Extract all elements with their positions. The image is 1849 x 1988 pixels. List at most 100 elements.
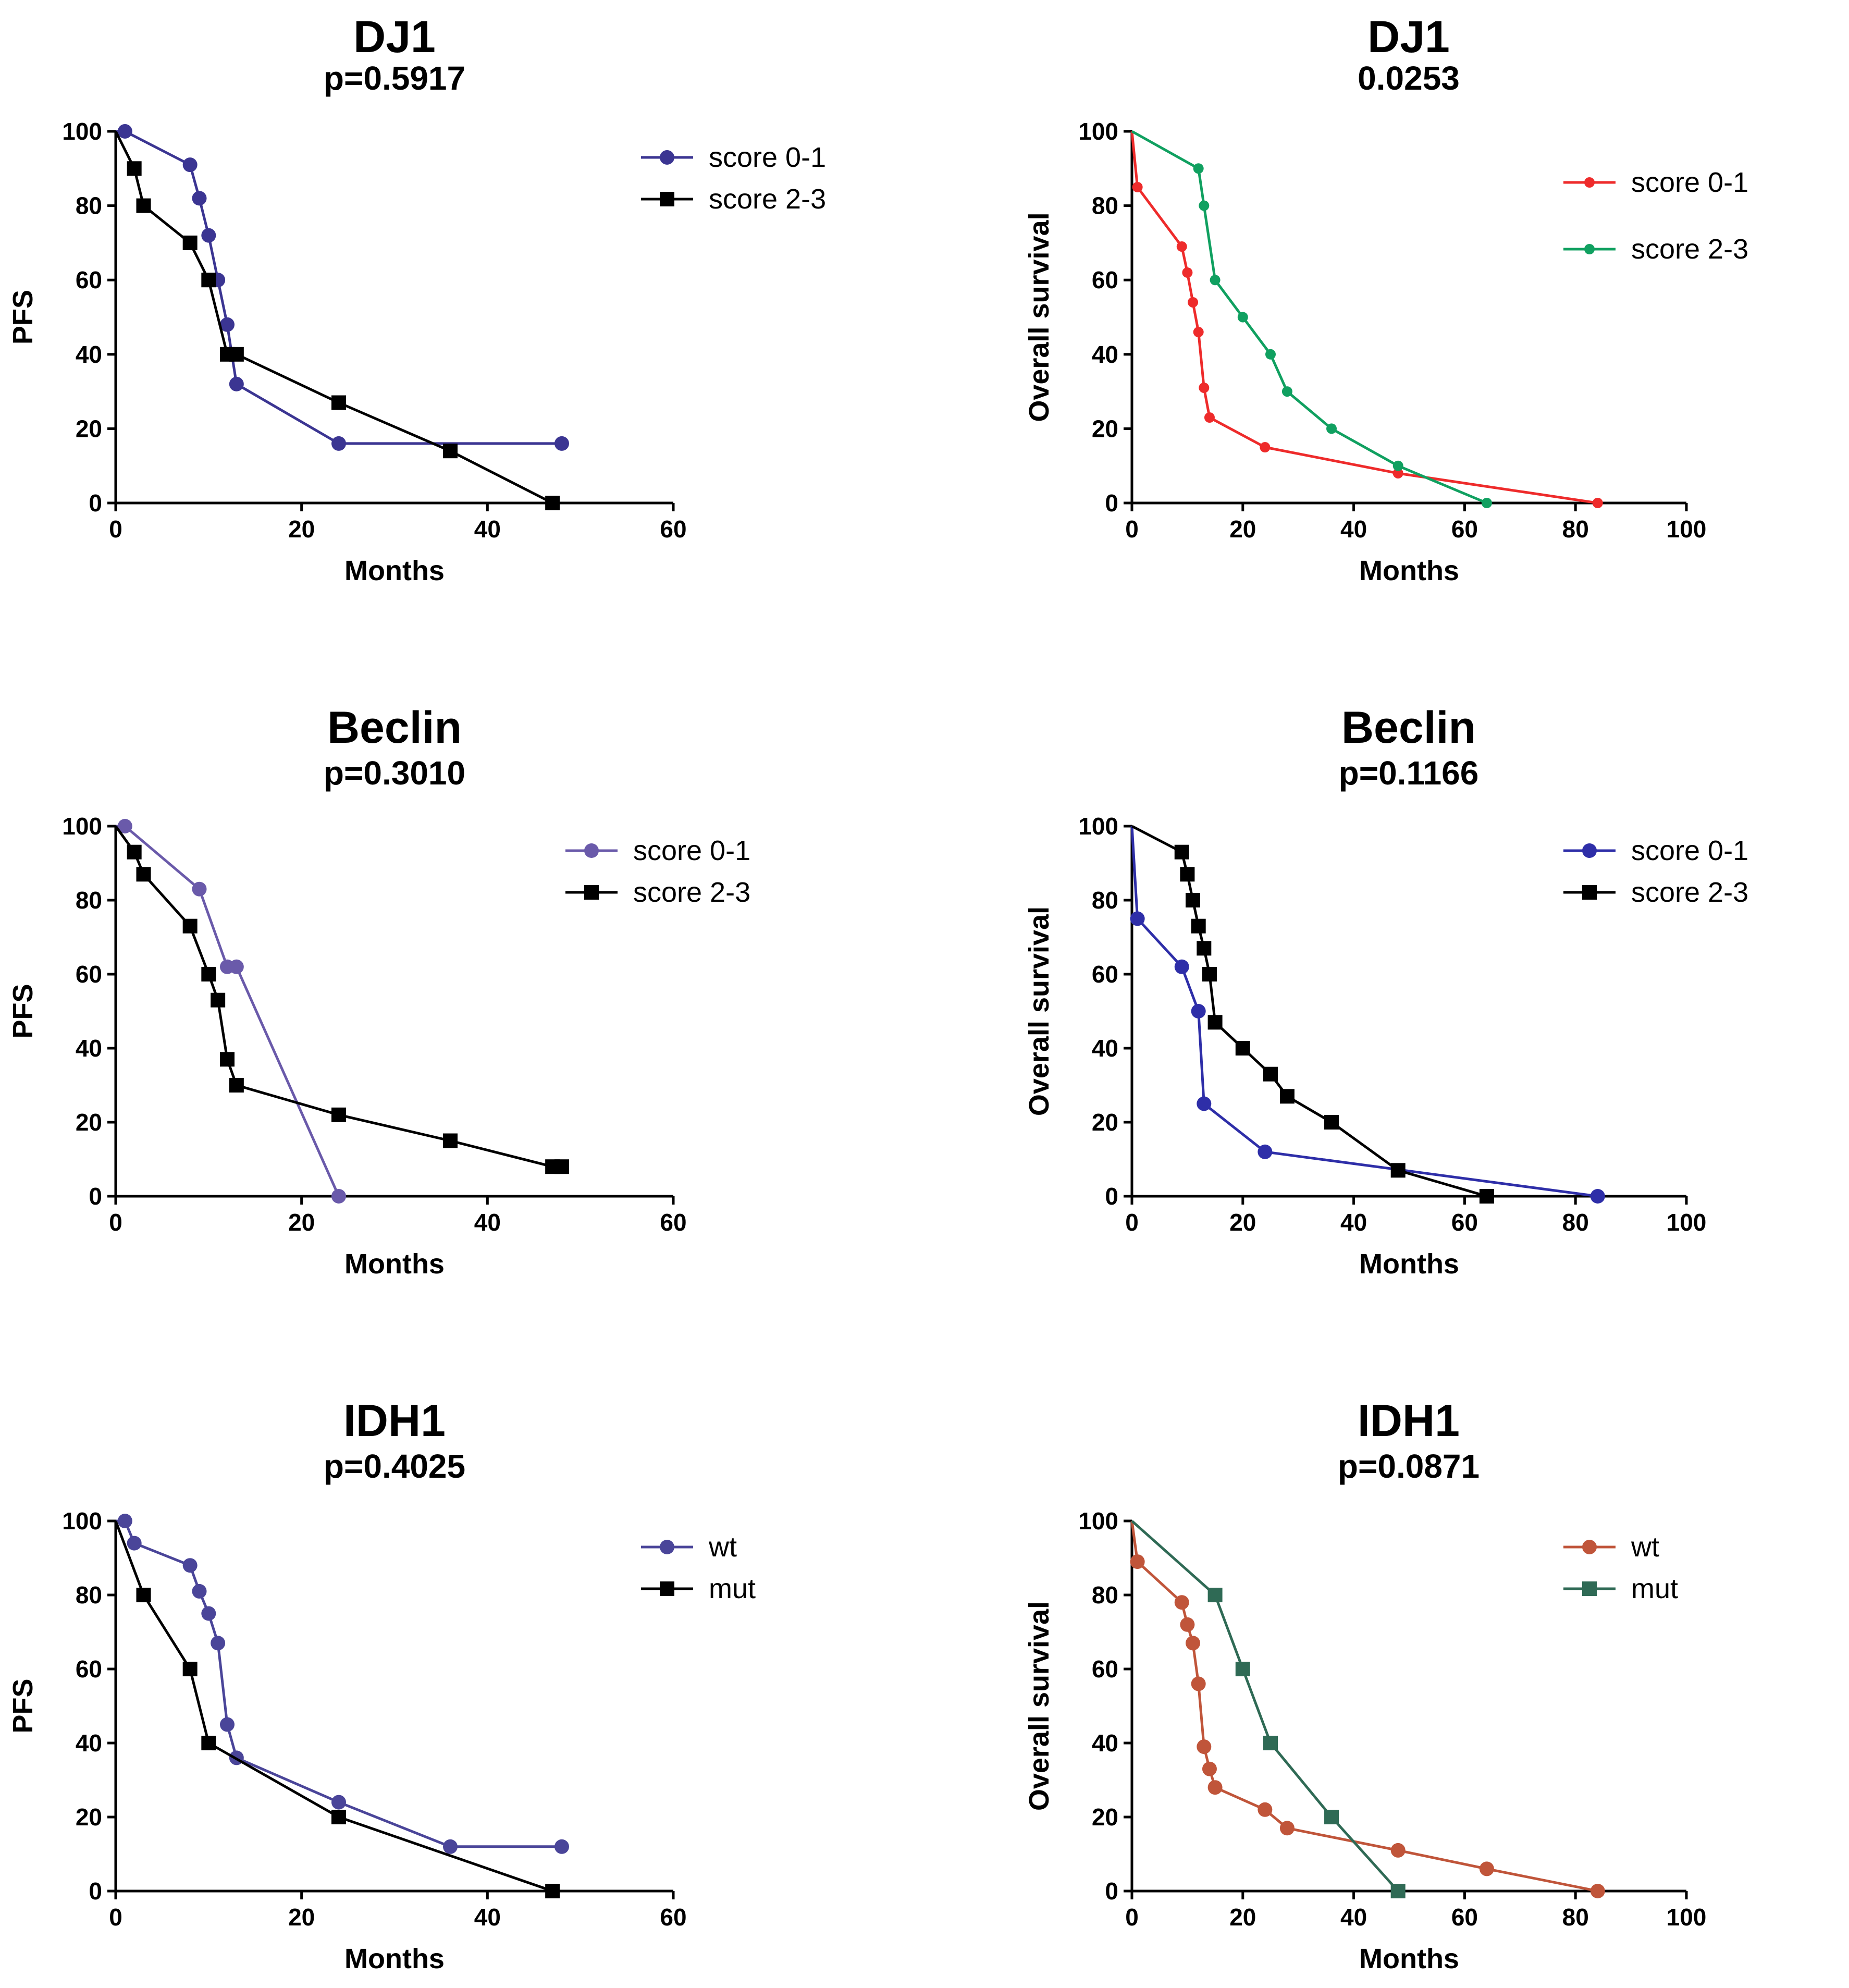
chart-p-value: 0.0253: [1358, 59, 1460, 97]
legend-item: score 2-3: [1563, 234, 1748, 265]
series-line: [1131, 825, 1487, 1198]
series-wt: [1130, 1520, 1605, 1898]
x-tick-label: 20: [288, 1904, 315, 1931]
data-point: [1235, 1041, 1250, 1056]
data-point: [1197, 1739, 1212, 1754]
y-tick-label: 80: [76, 1581, 102, 1609]
x-tick-label: 20: [1229, 516, 1256, 543]
y-tick-label: 0: [1105, 1877, 1118, 1905]
series-line: [1131, 1520, 1399, 1892]
data-point: [1260, 442, 1271, 453]
data-point: [1199, 200, 1210, 211]
data-point: [136, 867, 151, 882]
legend-marker: [1582, 885, 1597, 900]
y-tick-label: 40: [76, 341, 102, 368]
data-point: [1279, 1821, 1295, 1836]
data-point: [1191, 1004, 1206, 1018]
chart-p-value: p=0.3010: [324, 754, 465, 792]
data-point: [182, 1662, 198, 1676]
data-point: [545, 496, 560, 510]
y-tick-label: 40: [1092, 1729, 1118, 1757]
series-score-2-3: [1131, 825, 1494, 1204]
series-score-0-1: [116, 124, 569, 451]
legend-marker: [1582, 1540, 1597, 1554]
series-line: [114, 1520, 553, 1893]
legend-label: wt: [1631, 1531, 1659, 1563]
x-tick-label: 100: [1667, 1209, 1707, 1236]
x-tick-label: 0: [1125, 516, 1139, 543]
data-point: [220, 317, 235, 332]
legend-label: score 0-1: [709, 142, 826, 173]
legend-label: wt: [708, 1531, 737, 1563]
data-point: [1590, 1884, 1605, 1898]
x-tick-label: 0: [1125, 1209, 1139, 1236]
data-point: [1235, 1662, 1250, 1676]
legend-item: score 2-3: [565, 877, 750, 908]
data-point: [554, 1159, 569, 1174]
x-tick-label: 60: [660, 1904, 686, 1931]
data-point: [1193, 163, 1204, 174]
data-point: [1279, 1089, 1295, 1104]
data-point: [1207, 1588, 1223, 1602]
data-point: [1191, 1676, 1206, 1691]
data-point: [220, 1052, 235, 1067]
legend-marker: [660, 1581, 674, 1596]
chart-p-value: p=0.0871: [1338, 1447, 1480, 1485]
chart-title: Beclin: [327, 703, 462, 753]
data-point: [201, 1606, 216, 1621]
data-point: [1202, 967, 1217, 981]
x-tick-label: 80: [1562, 1904, 1589, 1931]
legend-label: score 0-1: [1631, 835, 1748, 866]
data-point: [127, 1536, 142, 1551]
legend-label: score 0-1: [1631, 167, 1748, 198]
data-point: [182, 235, 198, 250]
data-point: [211, 992, 226, 1008]
data-point: [1210, 275, 1221, 286]
x-tick-label: 100: [1667, 516, 1707, 543]
legend-label: mut: [1631, 1573, 1678, 1604]
data-point: [117, 1514, 132, 1528]
x-tick-label: 80: [1562, 516, 1589, 543]
legend-marker: [1582, 1581, 1597, 1596]
legend-marker: [1584, 177, 1595, 188]
data-point: [229, 1078, 244, 1093]
data-point: [1197, 1096, 1212, 1111]
y-tick-label: 20: [76, 415, 102, 442]
data-point: [1265, 349, 1276, 360]
x-tick-label: 0: [109, 1904, 122, 1931]
y-tick-label: 80: [1092, 887, 1118, 914]
data-point: [1592, 498, 1603, 508]
data-point: [1481, 498, 1492, 508]
y-tick-label: 60: [76, 1655, 102, 1683]
series-mut: [114, 1520, 560, 1898]
data-point: [1281, 386, 1292, 397]
x-tick-label: 60: [1451, 1209, 1478, 1236]
data-point: [192, 191, 207, 206]
data-point: [331, 1795, 346, 1810]
chart-title: IDH1: [1358, 1396, 1460, 1446]
data-point: [1204, 412, 1215, 423]
legend-item: wt: [641, 1531, 737, 1563]
data-point: [117, 124, 132, 139]
y-axis-label: PFS: [7, 1678, 39, 1733]
data-point: [1180, 867, 1195, 882]
y-tick-label: 0: [89, 489, 102, 517]
data-point: [1207, 1780, 1223, 1795]
x-tick-label: 60: [1451, 516, 1478, 543]
data-point: [1132, 181, 1143, 192]
data-point: [554, 436, 569, 451]
y-axis-label: Overall survival: [1024, 212, 1055, 422]
series-line: [1131, 130, 1487, 505]
data-point: [211, 1636, 226, 1651]
data-point: [1258, 1802, 1273, 1817]
y-tick-label: 0: [1105, 489, 1118, 517]
data-point: [1130, 911, 1145, 926]
data-point: [1174, 959, 1189, 974]
series-score-2-3: [114, 825, 569, 1174]
legend-item: score 2-3: [1563, 877, 1748, 908]
data-point: [136, 1588, 151, 1602]
